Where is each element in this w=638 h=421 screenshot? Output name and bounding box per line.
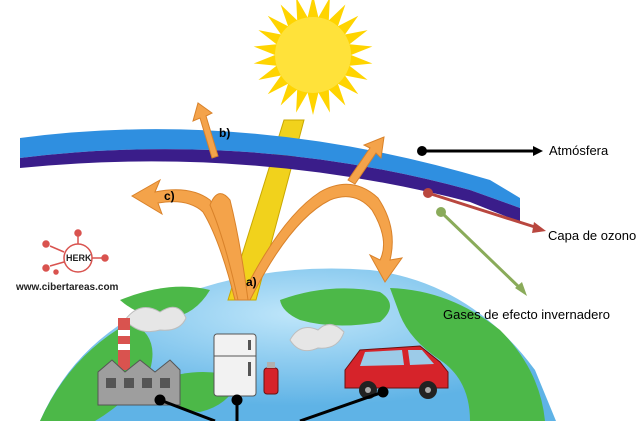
label-atmosphere: Atmósfera	[549, 143, 609, 158]
label-c: c)	[164, 189, 175, 203]
ozone-pointer-dot	[423, 188, 433, 198]
greenhouse-pointer-dot	[436, 207, 446, 217]
spray-can-icon	[263, 362, 279, 395]
smoke-icon	[124, 306, 187, 333]
atmosphere-pointer-dot	[417, 146, 427, 156]
radiation-arrows	[131, 102, 404, 301]
label-pointers	[417, 146, 546, 296]
label-ozone-layer: Capa de ozono	[548, 228, 637, 243]
factory-icon	[97, 306, 187, 406]
logo-text: HERK	[66, 253, 92, 263]
label-b: b)	[219, 126, 231, 140]
sun-icon	[253, 0, 373, 115]
ozone-pointer	[427, 191, 539, 230]
greenhouse-pointer	[439, 210, 523, 291]
ozone-band	[20, 149, 520, 222]
smoke-icon	[289, 324, 345, 352]
logo-icon	[42, 229, 109, 275]
arrow-b	[192, 102, 219, 159]
label-greenhouse-gases: Gases de efecto invernadero	[443, 307, 610, 322]
car-icon	[344, 345, 449, 399]
atmosphere-band	[20, 129, 520, 208]
arrow-center-right	[239, 183, 404, 301]
arrow-out-right	[347, 136, 385, 185]
refrigerator-icon	[213, 333, 257, 397]
source-pointers	[154, 386, 389, 421]
label-a: a)	[246, 275, 257, 289]
watermark-url: www.cibertareas.com	[16, 282, 119, 293]
arrow-inner	[209, 193, 249, 301]
